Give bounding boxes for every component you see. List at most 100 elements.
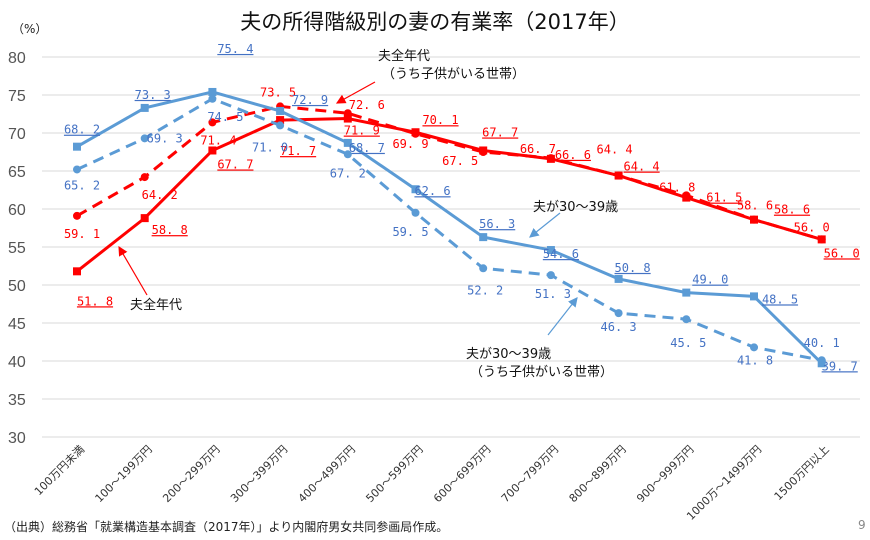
data-label: 56. 0 [794, 220, 830, 234]
data-point-marker [411, 129, 420, 138]
annotation-all-ages-with-children: 夫全年代 [378, 48, 430, 64]
data-label: 74. 5 [207, 110, 243, 124]
data-label: 66. 7 [520, 142, 556, 156]
y-tick-label: 30 [8, 430, 26, 447]
series-line-3 [76, 97, 822, 362]
data-point-marker [546, 246, 555, 255]
series-line-1 [76, 104, 823, 241]
data-label: 61. 8 [659, 180, 695, 194]
data-label: 41. 8 [737, 353, 773, 367]
y-tick-label: 80 [8, 50, 26, 67]
y-axis-unit: （%） [12, 22, 48, 36]
data-point-marker [614, 274, 623, 283]
annotation-age-30s: 夫が30～39歳 [533, 200, 618, 215]
y-tick-label: 55 [8, 240, 26, 257]
data-point-marker [73, 142, 81, 151]
data-label: 73. 5 [260, 85, 296, 99]
data-label: 68. 2 [64, 123, 100, 137]
data-label: 45. 5 [670, 336, 706, 350]
data-point-marker [750, 343, 758, 352]
x-tick-label: 1500万円以上 [772, 443, 832, 503]
data-label: 39. 7 [822, 359, 858, 373]
data-label: 71. 9 [344, 124, 380, 138]
data-point-marker [750, 215, 758, 224]
data-label: 73. 3 [135, 88, 171, 102]
data-point-marker [479, 264, 488, 273]
data-point-marker [208, 146, 217, 155]
data-label: 71. 7 [280, 144, 316, 158]
data-point-marker [73, 267, 81, 276]
data-point-marker [343, 109, 352, 118]
data-point-marker [208, 87, 217, 96]
data-point-marker [546, 271, 555, 280]
data-label: 70. 1 [422, 113, 458, 127]
data-point-marker [276, 116, 285, 125]
x-tick-label: 900～999万円 [634, 443, 696, 505]
data-point-marker [140, 103, 149, 112]
data-point-marker [817, 235, 826, 244]
data-point-marker [140, 173, 149, 182]
data-label: 71. 0 [252, 140, 288, 154]
data-label: 54. 6 [543, 247, 579, 261]
data-point-marker [817, 356, 826, 365]
data-label: 66. 6 [555, 148, 591, 162]
data-label: 49. 0 [692, 273, 728, 287]
data-label: 75. 4 [217, 42, 253, 56]
data-label: 52. 2 [467, 283, 503, 297]
annotation-age-30s-with-children: （うち子供がいる世帯） [470, 365, 613, 380]
annotation-age-30s-with-children: 夫が30～39歳 [466, 347, 551, 362]
data-label: 58. 6 [774, 203, 810, 217]
data-label: 72. 6 [349, 98, 385, 112]
data-label: 40. 1 [804, 336, 840, 350]
data-point-marker [276, 121, 285, 130]
annotation-all-ages-with-children: （うち子供がいる世帯） [382, 67, 525, 82]
data-label: 69. 9 [392, 137, 428, 151]
data-point-marker [73, 165, 81, 174]
annotation-arrow [118, 245, 148, 296]
y-tick-label: 75 [8, 88, 26, 105]
series-line-2 [76, 90, 823, 365]
data-label: 51. 3 [535, 287, 571, 301]
y-tick-label: 40 [8, 354, 26, 371]
data-point-marker [546, 154, 555, 163]
annotation-arrow [547, 297, 578, 336]
data-point-marker [343, 150, 352, 159]
data-label: 67. 5 [442, 154, 478, 168]
data-point-marker [750, 292, 758, 301]
annotation-arrow [529, 212, 561, 238]
annotation-arrow [335, 81, 376, 104]
x-tick-label: 200～299万円 [160, 443, 222, 505]
data-label: 48. 5 [762, 292, 798, 306]
data-label: 56. 3 [479, 217, 515, 231]
data-label: 67. 7 [482, 125, 518, 139]
y-tick-label: 60 [8, 202, 26, 219]
data-point-marker [276, 106, 285, 115]
data-label: 46. 3 [601, 320, 637, 334]
x-tick-label: 300～399万円 [228, 443, 290, 505]
x-tick-label: 500～599万円 [363, 443, 425, 505]
x-tick-label: 800～899万円 [566, 443, 628, 505]
data-point-marker [140, 214, 149, 223]
data-label: 58. 6 [737, 199, 773, 213]
x-tick-label: 400～499万円 [296, 443, 358, 505]
data-label: 64. 2 [142, 188, 178, 202]
data-point-marker [343, 138, 352, 147]
data-label: 67. 7 [217, 157, 253, 171]
chart-title: 夫の所得階級別の妻の有業率（2017年） [240, 10, 630, 34]
data-label: 59. 1 [64, 227, 100, 241]
y-tick-label: 35 [8, 392, 26, 409]
y-tick-label: 65 [8, 164, 26, 181]
data-label: 69. 3 [147, 131, 183, 145]
x-tick-label: 100万円未満 [32, 443, 87, 498]
data-point-marker [614, 171, 623, 180]
data-label: 64. 4 [624, 160, 660, 174]
data-label: 61. 5 [706, 191, 742, 205]
data-point-marker [682, 288, 691, 297]
data-point-marker [140, 134, 149, 143]
data-label: 64. 4 [597, 143, 633, 157]
y-tick-label: 45 [8, 316, 26, 333]
data-point-marker [682, 315, 691, 324]
page-number: 9 [858, 518, 866, 532]
data-point-marker [411, 185, 420, 194]
